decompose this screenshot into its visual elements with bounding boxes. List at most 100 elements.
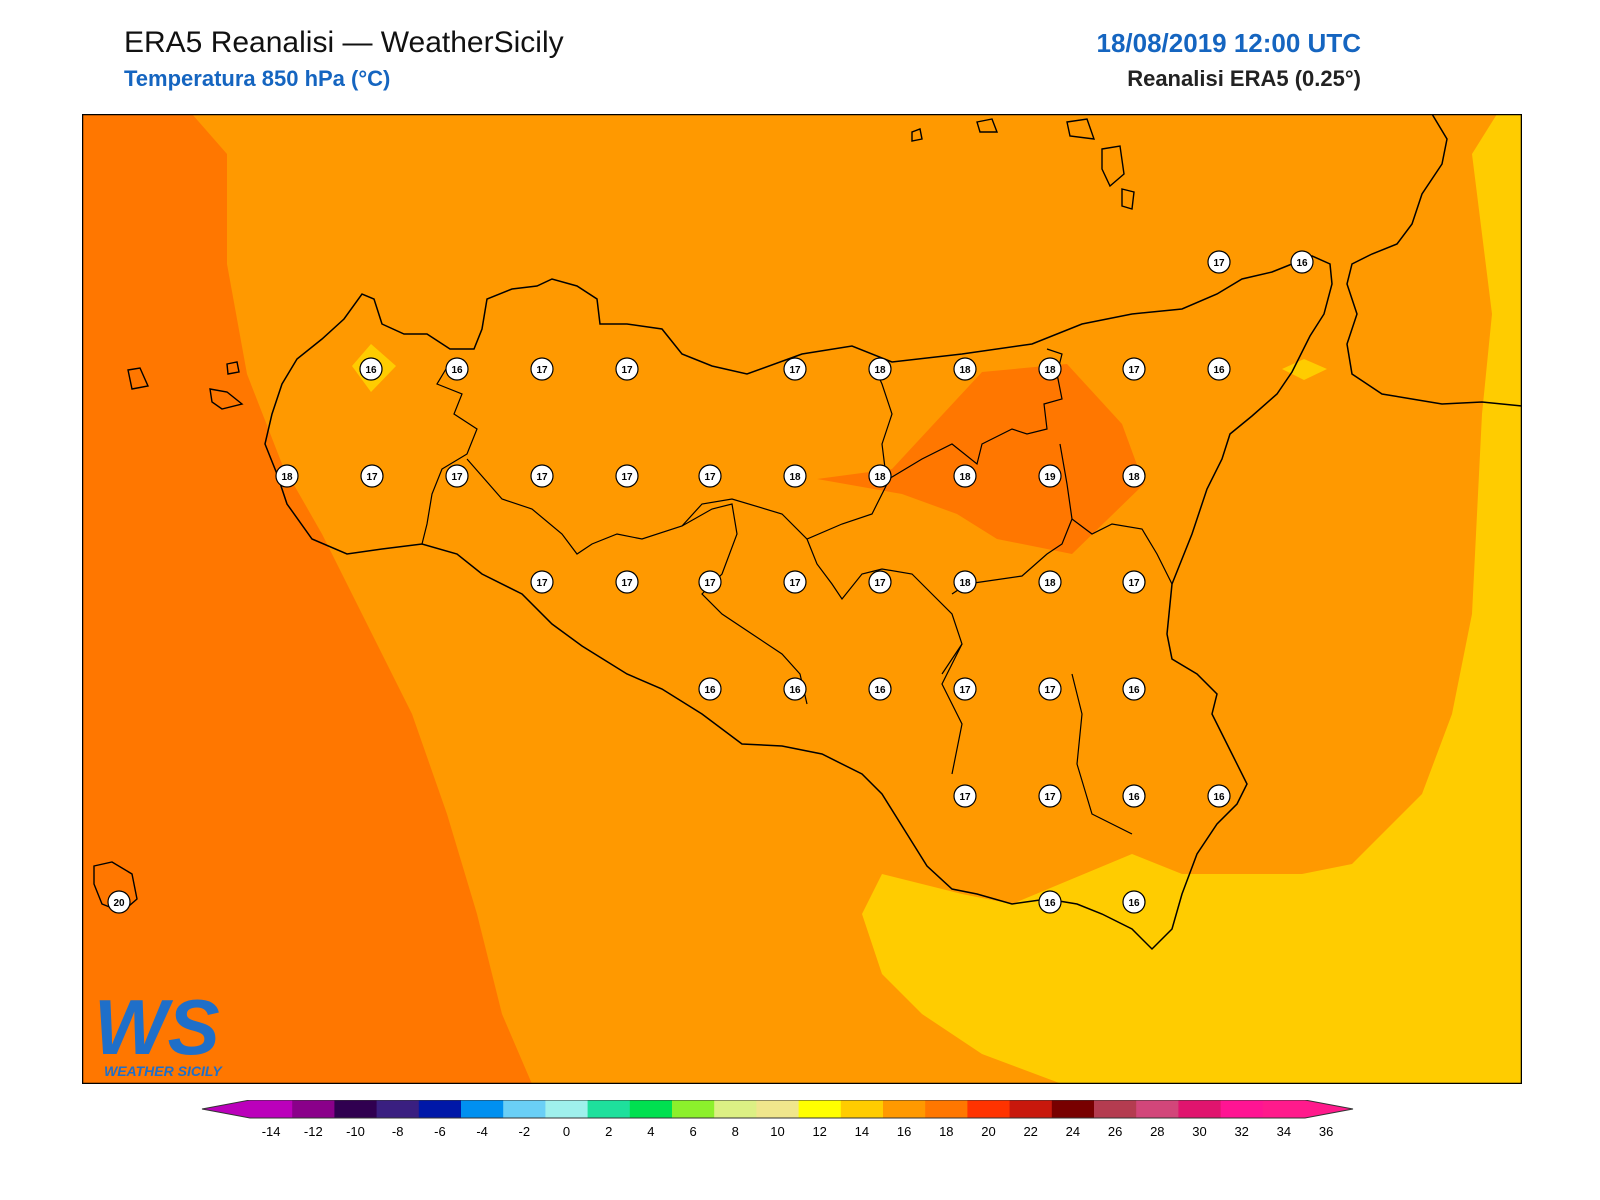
colorbar-tick-label: -12 <box>304 1124 323 1139</box>
station-value: 16 <box>1128 792 1140 803</box>
station-marker <box>698 464 722 488</box>
station-marker <box>1290 250 1314 274</box>
aeolian-island <box>1066 118 1096 140</box>
station-label: 18 <box>868 357 892 381</box>
station-value: 17 <box>1044 792 1056 803</box>
aeolian-island <box>1121 188 1135 210</box>
station-value: 18 <box>959 365 971 376</box>
station-value: 17 <box>1128 365 1140 376</box>
station-label: 17 <box>615 357 639 381</box>
station-value: 17 <box>1128 578 1140 589</box>
station-label: 16 <box>1122 784 1146 808</box>
station-value: 18 <box>1044 365 1056 376</box>
egadi-island <box>127 367 149 390</box>
colorbar-tick-label: -6 <box>434 1124 446 1139</box>
station-value: 16 <box>1213 792 1225 803</box>
colorbar-swatch <box>1220 1100 1264 1118</box>
colorbar-swatch <box>1051 1100 1095 1118</box>
station-marker <box>530 464 554 488</box>
station-value: 16 <box>874 685 886 696</box>
station-value: 17 <box>959 685 971 696</box>
station-value: 20 <box>113 898 125 909</box>
station-marker <box>868 357 892 381</box>
station-marker <box>698 677 722 701</box>
station-value: 18 <box>874 365 886 376</box>
colorbar-swatch <box>714 1100 757 1118</box>
station-marker <box>953 677 977 701</box>
station-marker <box>615 464 639 488</box>
colorbar-tick-label: 32 <box>1234 1124 1248 1139</box>
colorbar-tick-label: 2 <box>605 1124 612 1139</box>
station-label: 17 <box>1038 677 1062 701</box>
station-marker <box>1038 570 1062 594</box>
station-value: 16 <box>1044 898 1056 909</box>
station-label: 16 <box>868 677 892 701</box>
station-value: 17 <box>704 578 716 589</box>
station-label: 17 <box>783 570 807 594</box>
station-marker <box>615 570 639 594</box>
station-marker <box>1207 357 1231 381</box>
station-marker <box>359 357 383 381</box>
station-marker <box>868 570 892 594</box>
station-label: 17 <box>698 570 722 594</box>
station-label: 17 <box>953 677 977 701</box>
station-marker <box>615 357 639 381</box>
station-label: 17 <box>1207 250 1231 274</box>
colorbar-swatch <box>461 1100 504 1118</box>
colorbar-tick-label: 22 <box>1023 1124 1037 1139</box>
station-marker <box>1038 890 1062 914</box>
station-value: 17 <box>621 365 633 376</box>
station-label: 16 <box>1290 250 1314 274</box>
station-value: 18 <box>789 472 801 483</box>
station-label: 17 <box>615 570 639 594</box>
station-marker <box>868 677 892 701</box>
station-marker <box>1122 677 1146 701</box>
colorbar-swatch <box>883 1100 926 1118</box>
colorbar-swatch <box>1178 1100 1222 1118</box>
colorbar-ticks: -14 -12 -10 -8 -6 -4 -2 0 2 4 6 8 10 12 14 16 18 20 22 24 26… <box>262 1124 1334 1139</box>
sicily-coastline <box>264 255 1333 951</box>
egadi-island <box>209 388 244 410</box>
station-value: 17 <box>1044 685 1056 696</box>
station-value: 18 <box>959 472 971 483</box>
province-borders <box>421 348 1173 835</box>
station-marker <box>953 784 977 808</box>
colorbar-tick-label: 30 <box>1192 1124 1206 1139</box>
station-value: 17 <box>621 472 633 483</box>
colorbar-tick-label: 20 <box>981 1124 995 1139</box>
station-marker <box>1038 784 1062 808</box>
ustica-island <box>226 361 240 375</box>
band-14-16-east <box>862 114 1522 1084</box>
station-label: 16 <box>1207 784 1231 808</box>
station-label: 18 <box>953 570 977 594</box>
station-value: 18 <box>1128 472 1140 483</box>
colorbar-tick-label: 36 <box>1319 1124 1333 1139</box>
station-value: 18 <box>1044 578 1056 589</box>
colorbar-tick-label: -8 <box>392 1124 404 1139</box>
colorbar-tick-label: 24 <box>1066 1124 1080 1139</box>
band-18-20-central <box>817 364 1144 554</box>
colorbar-tick-label: -4 <box>476 1124 488 1139</box>
colorbar-tick-label: 26 <box>1108 1124 1122 1139</box>
colorbar-swatch <box>756 1100 800 1118</box>
colorbar-tick-label: 8 <box>732 1124 739 1139</box>
station-label: 17 <box>953 784 977 808</box>
station-value: 16 <box>1128 685 1140 696</box>
colorbar-swatch <box>292 1100 335 1118</box>
station-value: 16 <box>1296 258 1308 269</box>
calabria-coastline <box>1346 114 1522 407</box>
station-marker <box>1038 357 1062 381</box>
station-label: 16 <box>1122 890 1146 914</box>
station-marker <box>1122 357 1146 381</box>
station-label: 17 <box>698 464 722 488</box>
aeolian-island <box>911 128 923 142</box>
station-value: 17 <box>1213 258 1225 269</box>
station-label: 17 <box>868 570 892 594</box>
colorbar-tick-label: -2 <box>519 1124 531 1139</box>
colorbar-tick-label: 4 <box>647 1124 654 1139</box>
colorbar-swatch <box>840 1100 884 1118</box>
station-value: 19 <box>1044 472 1056 483</box>
station-marker <box>783 464 807 488</box>
colorbar-swatch <box>629 1100 673 1118</box>
station-marker <box>783 357 807 381</box>
